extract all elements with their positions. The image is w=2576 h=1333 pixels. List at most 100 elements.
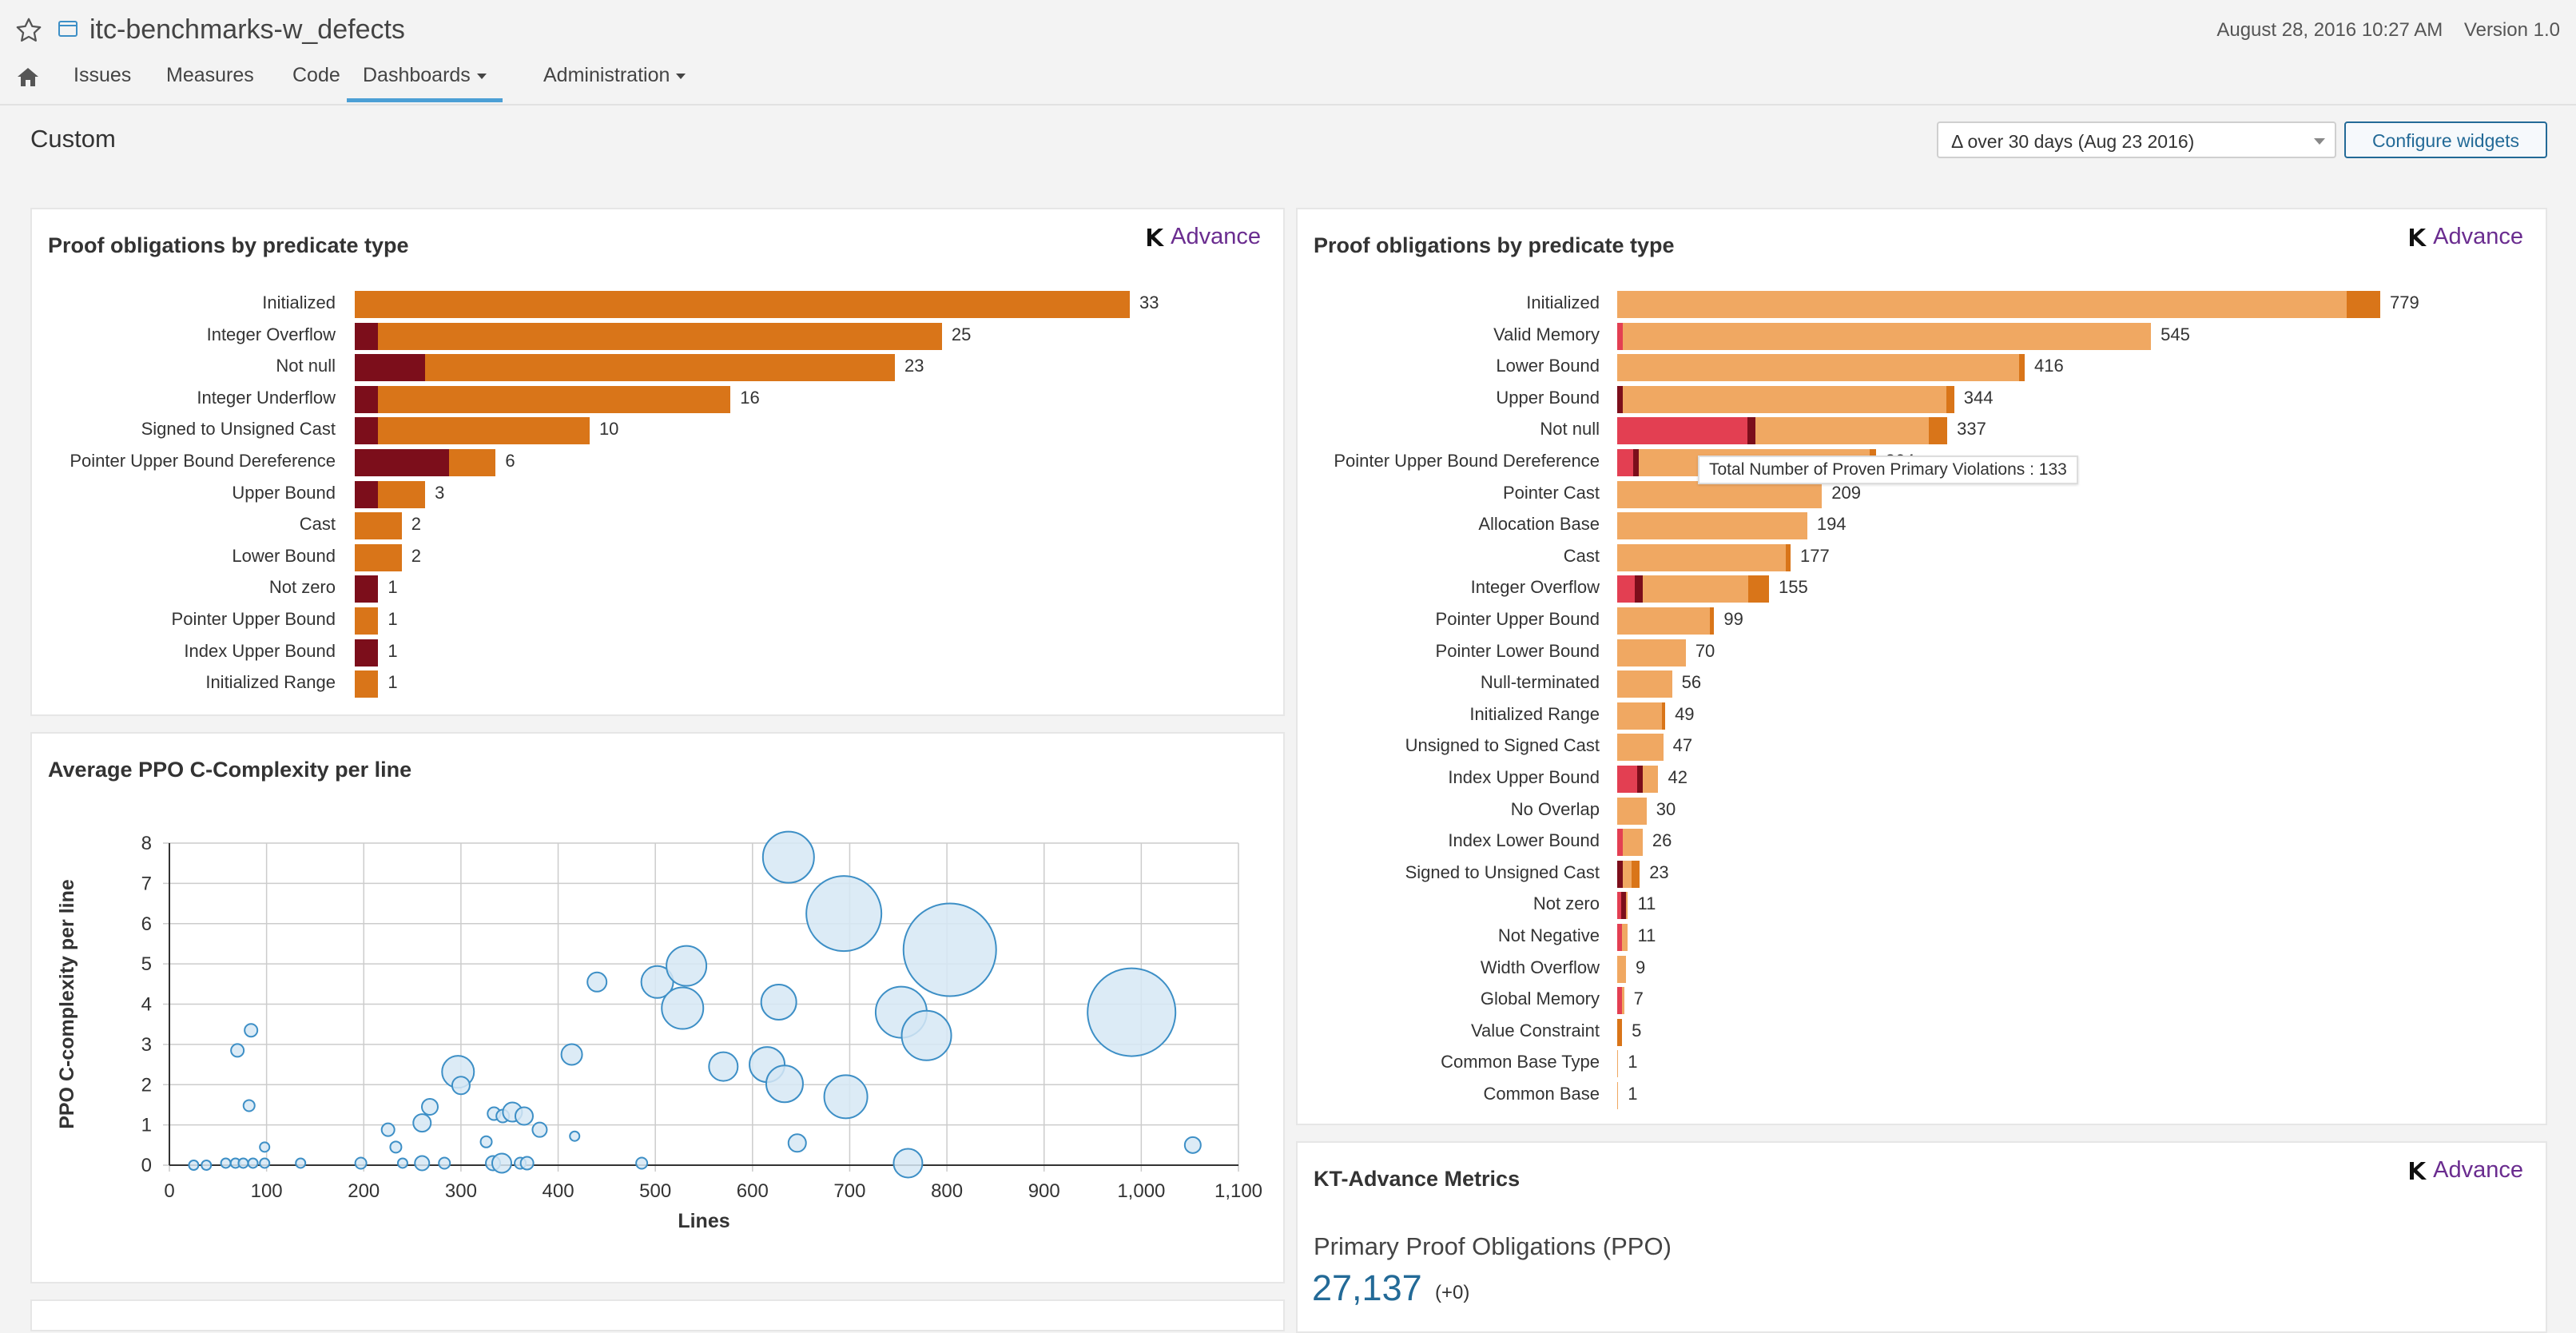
bar-segment[interactable] [1617,1050,1619,1078]
bar-segment[interactable] [1632,860,1640,888]
bar-segment[interactable] [355,354,426,382]
bubble-point [902,902,997,997]
bar-segment[interactable] [1620,892,1627,920]
bar-segment[interactable] [355,449,449,476]
nav-code[interactable]: Code [292,64,340,86]
project-title[interactable]: itc-benchmarks-w_defects [89,14,405,45]
bubble-point [201,1160,213,1171]
bar-segment[interactable] [1623,860,1632,888]
bar-segment[interactable] [1623,829,1643,857]
bar-value: 7 [1633,989,1644,1009]
bar-segment[interactable] [1617,449,1633,476]
bar-segment[interactable] [1617,1082,1619,1109]
bar-segment[interactable] [1617,892,1621,920]
bar-segment[interactable] [1617,385,1624,413]
bar-segment[interactable] [2018,354,2025,382]
bar-segment[interactable] [1617,291,2347,318]
bar-segment[interactable] [1617,734,1664,762]
period-select[interactable]: Δ over 30 days (Aug 23 2016) [1937,121,2336,158]
nav-administration[interactable]: Administration [543,64,686,98]
bar-segment[interactable] [1617,607,1711,635]
bar-segment[interactable] [1928,417,1948,445]
bar-segment[interactable] [1623,322,2152,350]
bar-segment[interactable] [1617,987,1623,1015]
bar-segment[interactable] [1617,543,1786,571]
top-bar: itc-benchmarks-w_defects August 28, 2016… [0,0,2576,105]
bar-segment[interactable] [1636,766,1643,793]
x-tick-label: 500 [639,1180,671,1202]
bar-segment[interactable] [1642,575,1749,603]
bar-label: Lower Bound [232,545,336,566]
bar-segment[interactable] [1617,1018,1623,1046]
bar-segment[interactable] [1747,417,1755,445]
bar-segment[interactable] [378,385,731,413]
bar-segment[interactable] [355,670,379,698]
bar-segment[interactable] [1748,575,1769,603]
bar-segment[interactable] [1622,987,1624,1015]
bubble-point [760,983,797,1021]
bar-segment[interactable] [425,354,896,382]
bar-segment[interactable] [1617,829,1624,857]
bar-segment[interactable] [1710,607,1715,635]
bubble-point [247,1157,259,1169]
bubble-point [396,1157,408,1169]
nav-dashboards-label: Dashboards [363,64,471,86]
bar-segment[interactable] [355,639,379,666]
bar-label: Pointer Upper Bound [171,609,336,629]
bar-value: 30 [1656,798,1676,819]
configure-widgets-button[interactable]: Configure widgets [2344,121,2547,158]
favorite-star-icon[interactable] [14,16,43,45]
bar-segment[interactable] [1617,417,1748,445]
bar-segment[interactable] [1755,417,1929,445]
bar-segment[interactable] [1642,766,1659,793]
bar-segment[interactable] [378,480,426,508]
bar-segment[interactable] [378,322,942,350]
bar-segment[interactable] [1623,385,1946,413]
bar-segment[interactable] [1617,575,1636,603]
bar-segment[interactable] [1635,575,1643,603]
bar-segment[interactable] [355,575,379,603]
bar-segment[interactable] [1617,766,1637,793]
chevron-down-icon [676,73,686,79]
bar-segment[interactable] [448,449,496,476]
bar-segment[interactable] [2347,291,2380,318]
bar-segment[interactable] [1617,924,1623,951]
bar-value: 2 [411,514,422,535]
bar-segment[interactable] [1617,512,1807,540]
home-icon[interactable] [16,66,40,88]
bubble-point [640,965,674,999]
bar-segment[interactable] [1617,639,1686,666]
bar-segment[interactable] [1617,860,1624,888]
ppo-count-link[interactable]: 27,137 [1312,1267,1422,1308]
bubble-point [531,1121,548,1138]
bar-segment[interactable] [1617,797,1647,825]
bar-segment[interactable] [1617,670,1672,698]
bar-segment[interactable] [378,417,590,445]
nav-issues[interactable]: Issues [74,64,132,86]
y-tick-label: 8 [141,833,152,854]
nav-dashboards[interactable]: Dashboards [347,64,503,102]
bar-segment[interactable] [1617,955,1627,983]
bar-segment[interactable] [355,480,379,508]
bar-segment[interactable] [1622,924,1628,951]
nav-measures[interactable]: Measures [166,64,254,86]
bar-value: 194 [1816,514,1847,535]
bar-segment[interactable] [1617,480,1823,508]
y-axis-title: PPO C-complexity per line [56,879,78,1129]
bar-segment[interactable] [1626,892,1628,920]
bar-segment[interactable] [1632,449,1639,476]
bar-segment[interactable] [355,322,379,350]
bar-segment[interactable] [355,291,1130,318]
widget-title: KT-Advance Metrics [1314,1167,1521,1191]
bar-segment[interactable] [1946,385,1954,413]
bar-segment[interactable] [355,543,402,571]
bar-segment[interactable] [1662,702,1666,730]
bar-segment[interactable] [355,607,379,635]
bar-segment[interactable] [355,385,379,413]
bar-segment[interactable] [1785,543,1791,571]
bar-segment[interactable] [1617,354,2019,382]
bar-segment[interactable] [1617,702,1663,730]
bar-segment[interactable] [1617,322,1624,350]
bar-segment[interactable] [355,512,402,540]
bar-segment[interactable] [355,417,379,445]
